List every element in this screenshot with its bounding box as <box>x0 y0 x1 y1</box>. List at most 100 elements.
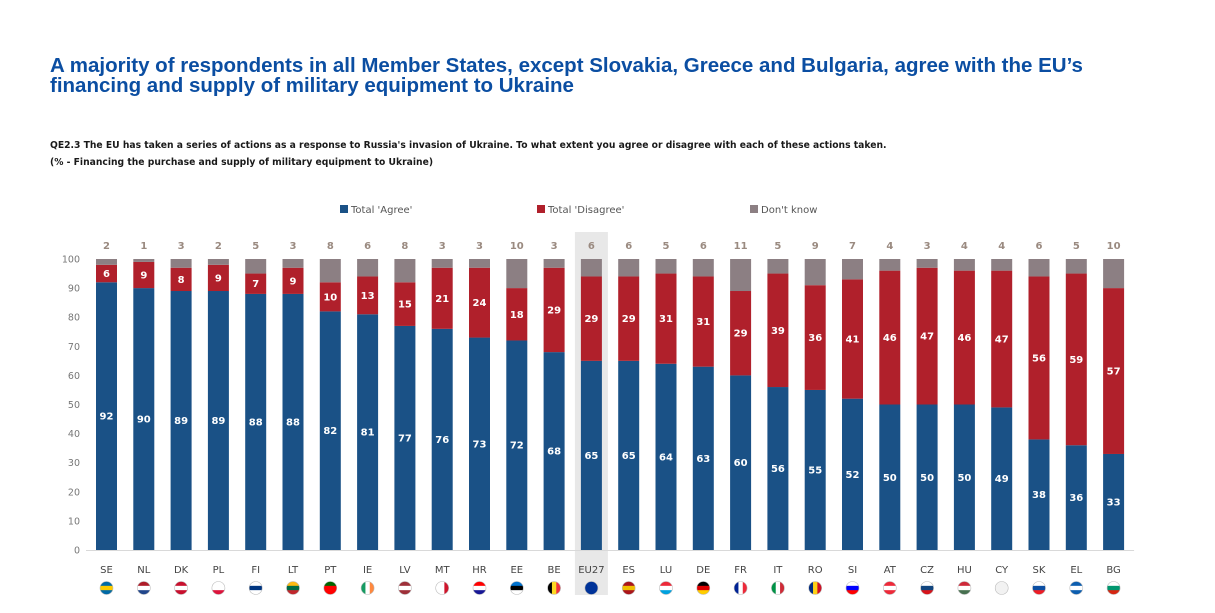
bar-agree-bg <box>1103 453 1125 550</box>
flag-ie-icon <box>360 581 375 595</box>
bar-dont-know-se <box>96 259 117 265</box>
label-dont-know: 3 <box>924 241 931 252</box>
label-disagree: 15 <box>398 300 412 311</box>
flag-be-icon <box>547 581 561 595</box>
y-tick-label: 90 <box>68 284 80 295</box>
bar-dont-know-mt <box>431 259 453 268</box>
bar-dont-know-pl <box>207 259 229 265</box>
category-label-si: SI <box>848 565 857 576</box>
label-dont-know: 4 <box>961 241 968 252</box>
bar-dont-know-fi <box>245 259 267 274</box>
label-agree: 65 <box>622 451 636 462</box>
bar-dont-know-it <box>767 259 789 274</box>
bar-dont-know-lt <box>282 259 304 268</box>
bar-dont-know-eu27 <box>580 259 602 277</box>
label-disagree: 10 <box>323 292 337 303</box>
bar-disagree-eu27 <box>580 276 602 361</box>
question-line-1: QE2.3 The EU has taken a series of actio… <box>50 140 887 151</box>
bar-disagree-nl <box>133 261 155 289</box>
label-disagree: 57 <box>1107 367 1121 378</box>
label-agree: 49 <box>995 474 1009 485</box>
category-label-be: BE <box>548 565 561 576</box>
label-dont-know: 1 <box>140 241 147 252</box>
label-agree: 36 <box>1069 493 1083 504</box>
flag-it-icon <box>771 581 785 595</box>
category-label-ro: RO <box>808 565 823 576</box>
bar-dont-know-be <box>543 259 565 268</box>
bar-disagree-cy <box>991 270 1013 408</box>
label-dont-know: 3 <box>551 241 558 252</box>
label-agree: 52 <box>846 470 860 481</box>
question-line-2: (% - Financing the purchase and supply o… <box>50 157 434 168</box>
label-dont-know: 6 <box>588 241 595 252</box>
bar-dont-know-ro <box>804 259 826 286</box>
category-label-at: AT <box>884 565 897 576</box>
label-dont-know: 3 <box>476 241 483 252</box>
bar-disagree-bg <box>1103 288 1125 454</box>
legend: Total 'Agree' Total 'Disagree' Don't kno… <box>340 205 817 216</box>
label-dont-know: 5 <box>774 241 781 252</box>
bar-disagree-be <box>543 267 565 353</box>
category-label-fi: FI <box>251 565 260 576</box>
y-tick-label: 0 <box>74 546 80 557</box>
bar-dont-know-nl <box>133 259 155 262</box>
y-tick-label: 80 <box>68 313 80 324</box>
label-agree: 89 <box>211 416 225 427</box>
bar-dont-know-hr <box>469 259 490 268</box>
flag-hu-icon <box>957 581 972 595</box>
label-agree: 92 <box>100 412 114 423</box>
flag-pl-icon <box>211 581 226 595</box>
category-label-hr: HR <box>472 565 487 576</box>
flag-mt-icon <box>435 581 450 595</box>
category-label-fr: FR <box>734 565 747 576</box>
label-dont-know: 4 <box>998 241 1005 252</box>
label-dont-know: 2 <box>215 241 222 252</box>
bar-agree-ro <box>804 389 826 550</box>
bar-agree-el <box>1065 445 1087 550</box>
label-dont-know: 3 <box>178 241 185 252</box>
flag-de-icon <box>696 581 711 595</box>
bar-agree-fr <box>730 375 752 550</box>
y-tick-label: 100 <box>62 255 80 266</box>
flag-ro-icon <box>808 581 823 595</box>
category-label-pt: PT <box>324 565 337 576</box>
label-disagree: 36 <box>808 333 822 344</box>
category-label-dk: DK <box>174 565 189 576</box>
bar-dont-know-sk <box>1028 259 1050 277</box>
bar-disagree-cz <box>916 267 938 405</box>
label-agree: 56 <box>771 464 785 475</box>
legend-label-dont-know: Don't know <box>761 205 817 216</box>
flag-bg-icon <box>1106 581 1121 595</box>
category-label-ie: IE <box>363 565 372 576</box>
label-dont-know: 2 <box>103 241 110 252</box>
category-label-eu27: EU27 <box>578 565 604 576</box>
legend-swatch-agree <box>340 205 348 213</box>
label-disagree: 46 <box>883 333 897 344</box>
bar-agree-es <box>618 360 640 550</box>
category-label-se: SE <box>100 565 113 576</box>
label-agree: 89 <box>174 416 188 427</box>
label-disagree: 9 <box>215 273 222 284</box>
flag-at-icon <box>882 581 897 595</box>
label-dont-know: 11 <box>734 241 748 252</box>
y-tick-label: 70 <box>68 342 80 353</box>
label-dont-know: 4 <box>886 241 893 252</box>
category-label-ee: EE <box>510 565 523 576</box>
bar-disagree-hu <box>953 270 975 405</box>
bar-agree-fi <box>245 293 267 550</box>
legend-swatch-dont-know <box>750 205 758 213</box>
flag-lu-icon <box>659 581 673 595</box>
label-agree: 81 <box>361 428 375 439</box>
label-agree: 65 <box>584 451 598 462</box>
bar-dont-know-pt <box>319 259 341 283</box>
flag-fr-icon <box>733 581 748 595</box>
bar-agree-si <box>842 398 863 550</box>
flag-el-icon <box>1069 581 1084 595</box>
label-disagree: 7 <box>252 279 259 290</box>
bar-disagree-it <box>767 273 789 388</box>
label-disagree: 29 <box>622 314 636 325</box>
headline: A majority of respondents in all Member … <box>50 54 1083 97</box>
label-agree: 90 <box>137 415 151 426</box>
y-tick-label: 20 <box>68 487 80 498</box>
legend-swatch-disagree <box>537 205 545 213</box>
